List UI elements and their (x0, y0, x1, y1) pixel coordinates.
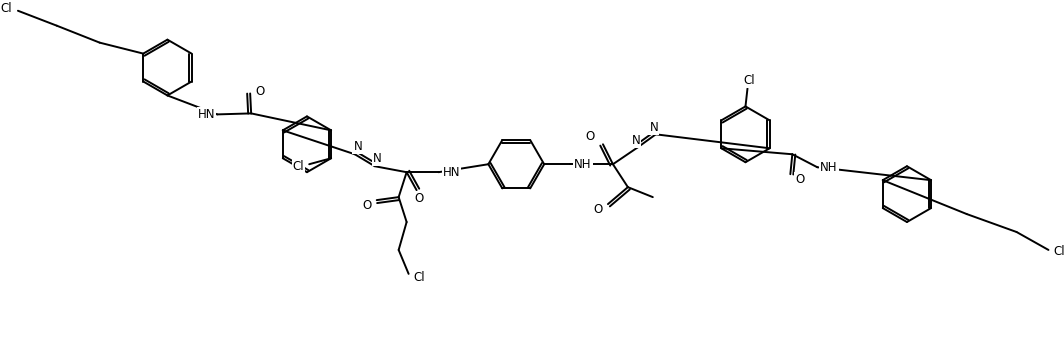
Text: HN: HN (443, 166, 460, 179)
Text: HN: HN (198, 108, 215, 121)
Text: Cl: Cl (293, 160, 304, 173)
Text: Cl: Cl (414, 272, 426, 284)
Text: O: O (586, 130, 595, 143)
Text: Cl: Cl (0, 2, 12, 15)
Text: N: N (353, 140, 362, 153)
Text: N: N (631, 134, 641, 147)
Text: NH: NH (575, 158, 592, 171)
Text: O: O (414, 191, 423, 205)
Text: Cl: Cl (1053, 245, 1064, 258)
Text: O: O (594, 203, 603, 216)
Text: O: O (255, 85, 264, 98)
Text: O: O (795, 173, 804, 186)
Text: Cl: Cl (744, 74, 755, 87)
Text: O: O (363, 199, 371, 212)
Text: N: N (649, 121, 659, 134)
Text: NH: NH (820, 161, 837, 174)
Text: N: N (373, 152, 382, 165)
